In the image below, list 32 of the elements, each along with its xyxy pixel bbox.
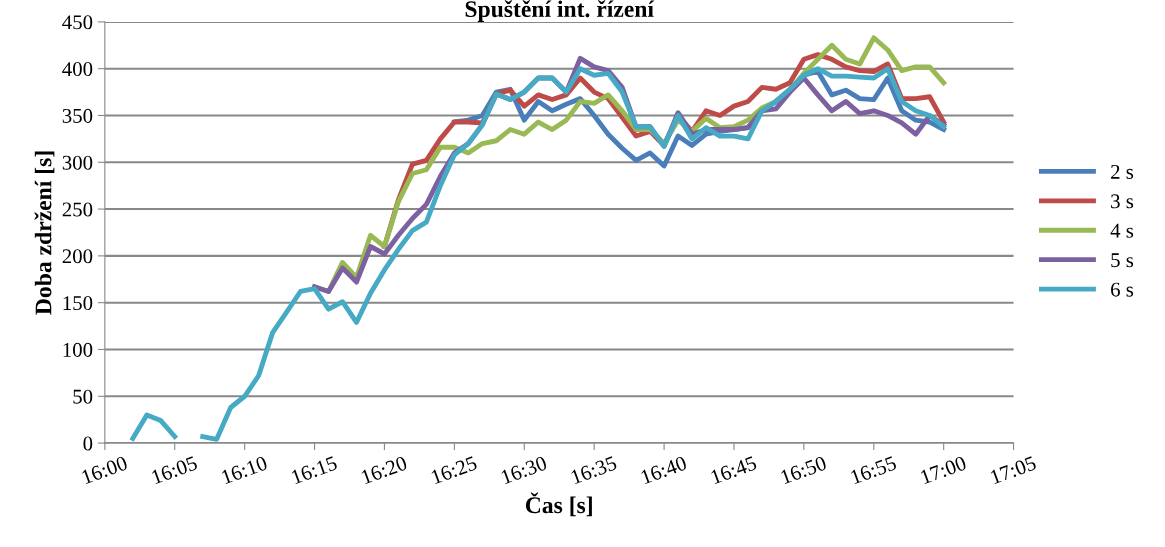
y-tick-label: 150 (63, 296, 93, 311)
y-tick-label: 0 (83, 436, 93, 451)
y-tick-label: 50 (73, 389, 93, 404)
y-tick-label: 400 (62, 62, 93, 77)
legend-label: 6 s (1111, 282, 1134, 297)
x-tick-label: 16:25 (430, 455, 478, 485)
y-tick-label: 450 (62, 15, 93, 30)
x-tick-label: 16:55 (850, 455, 898, 485)
chart-title: Spuštění int. řízení (465, 0, 655, 22)
y-tick-label: 100 (63, 342, 93, 357)
y-tick-label: 300 (62, 155, 93, 170)
x-tick-label: 16:00 (81, 455, 129, 485)
x-tick-label: 17:00 (920, 455, 968, 485)
x-tick-label: 16:30 (500, 455, 548, 485)
x-tick-label: 16:40 (640, 455, 688, 485)
y-axis-title: Doba zdržení [s] (34, 151, 55, 315)
legend-label: 2 s (1111, 164, 1134, 179)
x-tick-label: 16:35 (570, 455, 618, 485)
y-tick-label: 200 (62, 249, 93, 264)
x-tick-label: 16:05 (151, 455, 199, 485)
x-tick-label: 16:20 (360, 455, 408, 485)
x-tick-label: 16:45 (710, 455, 758, 485)
x-tick-label: 16:50 (780, 455, 828, 485)
x-axis-title: Čas [s] (525, 492, 592, 517)
legend-label: 5 s (1111, 253, 1134, 268)
y-tick-label: 250 (62, 202, 93, 217)
legend-label: 3 s (1111, 194, 1134, 209)
x-tick-label: 16:10 (221, 455, 269, 485)
legend-label: 4 s (1110, 223, 1134, 238)
x-tick-label: 16:15 (290, 455, 338, 485)
y-tick-label: 350 (62, 108, 93, 123)
x-tick-label: 17:05 (989, 455, 1037, 485)
